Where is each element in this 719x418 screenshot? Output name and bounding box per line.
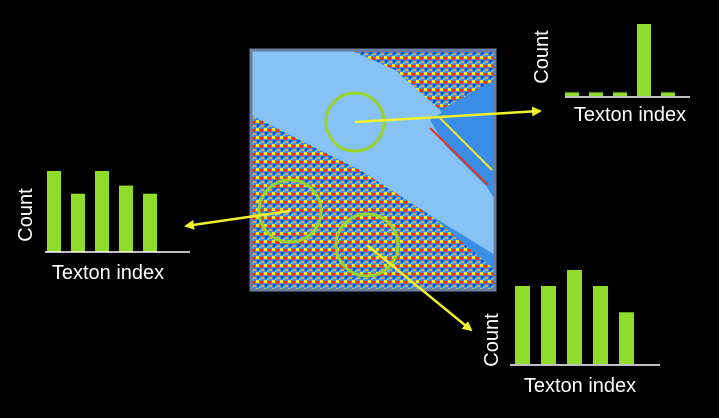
image-texture-bottom [251,115,495,290]
histogram-bottom-right-bar-2 [541,285,556,364]
histogram-top-right-bar-1 [565,92,579,96]
image-texture-top [350,50,495,110]
image-smooth-region [251,50,495,255]
sample-circle-left [257,178,323,244]
arrow-to-left-histogram [184,209,291,230]
histogram-left-bar-1 [47,171,61,252]
histogram-bottom-right-bars [515,270,634,364]
histogram-top-right-xlabel: Texton index [574,104,686,126]
histogram-top-right-bars [565,24,675,96]
histogram-left-bar-2 [71,193,85,252]
histogram-left-xlabel: Texton index [52,262,164,284]
histogram-bottom-right-bar-3 [567,270,582,364]
histogram-bottom-right-xlabel: Texton index [524,375,636,397]
histogram-bottom-right-bar-5 [619,312,634,364]
texton-map-image [251,50,495,290]
arrow-to-top-right-histogram [354,106,542,124]
histogram-top-right: Count Texton index [531,24,690,126]
histogram-left-bar-3 [95,171,109,252]
histogram-top-right-bar-3 [613,92,627,96]
sample-circle-smooth [324,91,386,153]
image-structure [430,95,495,190]
arrow-to-bottom-right-histogram [366,244,473,332]
histogram-left-bar-4 [119,185,133,252]
histogram-top-right-bar-2 [589,92,603,96]
histogram-top-right-ylabel: Count [531,30,553,84]
histogram-left: Count Texton index [15,171,190,284]
histogram-left-bar-5 [143,193,157,252]
histogram-bottom-right-bar-1 [515,285,530,364]
histogram-top-right-bar-5 [661,92,675,96]
histogram-left-ylabel: Count [15,188,37,242]
histogram-top-right-bar-4 [637,24,651,96]
histogram-bottom-right: Count Texton index [481,270,660,397]
image-structure-edge-2 [439,117,493,171]
histogram-left-bars [47,171,157,252]
histogram-bottom-right-ylabel: Count [481,313,503,367]
sample-circle-bottom [334,212,400,278]
histogram-bottom-right-bar-4 [593,285,608,364]
image-structure-edge [429,127,489,186]
image-border [249,48,497,292]
